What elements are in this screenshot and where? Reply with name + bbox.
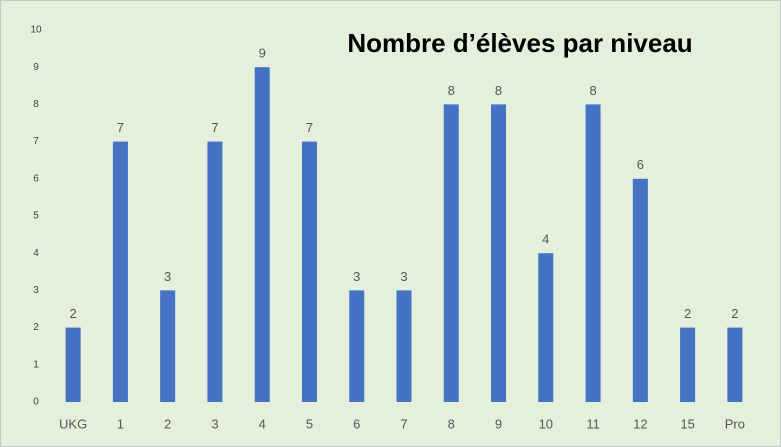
bar <box>160 290 176 402</box>
x-tick-label: 10 <box>539 416 553 431</box>
bar <box>585 104 601 403</box>
y-tick-label: 2 <box>33 322 39 333</box>
y-tick-label: 3 <box>33 285 39 296</box>
x-tick-label: 2 <box>164 416 171 431</box>
x-tick-label: 1 <box>117 416 124 431</box>
bar <box>680 327 696 402</box>
x-tick-label: 5 <box>306 416 313 431</box>
data-label: 3 <box>164 269 171 284</box>
data-label: 2 <box>70 306 77 321</box>
bar <box>727 327 743 402</box>
data-label: 2 <box>731 306 738 321</box>
data-label: 2 <box>684 306 691 321</box>
x-tick-label: 4 <box>259 416 266 431</box>
data-label: 7 <box>117 120 124 135</box>
y-tick-label: 6 <box>33 173 39 184</box>
data-label: 8 <box>495 83 502 98</box>
x-tick-label: 15 <box>680 416 694 431</box>
bar <box>491 104 507 403</box>
x-tick-label: 7 <box>400 416 407 431</box>
y-tick-label: 10 <box>30 25 42 36</box>
data-label: 7 <box>211 120 218 135</box>
x-tick-label: 6 <box>353 416 360 431</box>
data-label: 8 <box>448 83 455 98</box>
x-tick-label: 12 <box>633 416 647 431</box>
bar <box>443 104 459 403</box>
data-label: 8 <box>589 83 596 98</box>
data-label: 7 <box>306 120 313 135</box>
y-tick-label: 5 <box>33 211 39 222</box>
data-label: 9 <box>259 46 266 61</box>
y-tick-label: 4 <box>33 248 39 259</box>
x-tick-label: 9 <box>495 416 502 431</box>
x-tick-label: UKG <box>59 416 87 431</box>
data-label: 3 <box>400 269 407 284</box>
bar <box>538 253 554 402</box>
bar <box>112 141 128 402</box>
x-tick-label: 8 <box>448 416 455 431</box>
data-label: 6 <box>637 157 644 172</box>
bar <box>349 290 365 402</box>
bar <box>65 327 81 402</box>
data-label: 4 <box>542 232 549 247</box>
y-tick-label: 7 <box>33 136 39 147</box>
bar <box>632 178 648 402</box>
bar <box>207 141 223 402</box>
bar <box>301 141 317 402</box>
y-tick-label: 1 <box>33 359 39 370</box>
data-label: 3 <box>353 269 360 284</box>
bar <box>254 67 270 402</box>
x-tick-label: 11 <box>586 416 600 431</box>
bar <box>396 290 412 402</box>
chart-title: Nombre d’élèves par niveau <box>347 28 692 58</box>
y-tick-label: 9 <box>33 62 39 73</box>
y-tick-label: 0 <box>33 397 39 408</box>
x-tick-label: 3 <box>211 416 218 431</box>
y-tick-label: 8 <box>33 99 39 110</box>
x-tick-label: Pro <box>725 416 745 431</box>
